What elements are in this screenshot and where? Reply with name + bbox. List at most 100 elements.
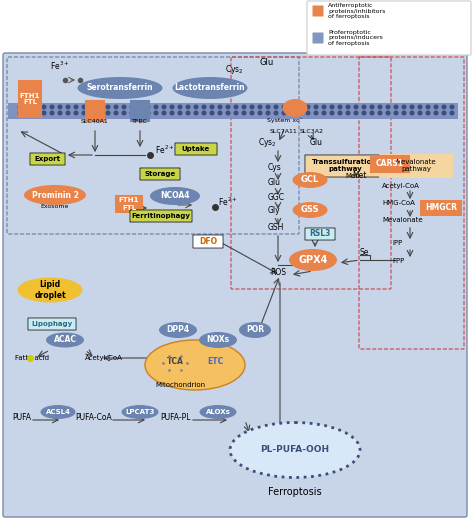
FancyBboxPatch shape [18,80,42,118]
Ellipse shape [82,105,86,109]
Ellipse shape [177,105,182,109]
Ellipse shape [18,105,22,109]
Ellipse shape [265,105,271,109]
Text: NCOA4: NCOA4 [160,191,190,200]
Text: Uptake: Uptake [182,146,210,152]
Ellipse shape [73,110,79,116]
Text: Ferritinophagy: Ferritinophagy [131,213,191,219]
Ellipse shape [146,110,151,116]
Ellipse shape [441,105,447,109]
Ellipse shape [449,110,455,116]
Ellipse shape [199,332,237,348]
Ellipse shape [121,110,127,116]
Text: GSS: GSS [301,206,319,215]
Ellipse shape [18,110,22,116]
Text: ACSL4: ACSL4 [46,409,71,415]
Ellipse shape [321,110,327,116]
Ellipse shape [49,105,55,109]
Ellipse shape [106,105,110,109]
Ellipse shape [265,110,271,116]
FancyBboxPatch shape [140,168,180,180]
Ellipse shape [449,105,455,109]
Ellipse shape [234,110,238,116]
Text: GSH: GSH [268,223,284,232]
FancyBboxPatch shape [175,143,217,155]
Ellipse shape [154,110,158,116]
Ellipse shape [370,110,374,116]
Ellipse shape [82,110,86,116]
Text: SLC40A1: SLC40A1 [81,119,109,124]
Ellipse shape [393,110,399,116]
FancyBboxPatch shape [28,318,76,330]
Text: Mitochondrion: Mitochondrion [155,382,205,388]
Ellipse shape [298,105,302,109]
FancyBboxPatch shape [379,154,453,178]
Ellipse shape [121,105,127,109]
Ellipse shape [377,105,383,109]
Ellipse shape [434,110,438,116]
Ellipse shape [329,105,335,109]
Ellipse shape [173,77,247,99]
Text: SLC7A11: SLC7A11 [270,129,298,134]
Text: ROS: ROS [270,268,286,277]
Ellipse shape [249,110,255,116]
Text: FTH1
FTL: FTH1 FTL [20,93,40,106]
Text: ETC: ETC [207,358,223,367]
Ellipse shape [201,110,207,116]
Text: DFO: DFO [199,237,217,246]
Ellipse shape [193,110,199,116]
Ellipse shape [298,110,302,116]
Text: Fe$^{2+}$: Fe$^{2+}$ [218,196,237,208]
Text: Transsulfuration
pathway: Transsulfuration pathway [312,159,378,173]
Ellipse shape [410,105,414,109]
Ellipse shape [289,249,337,271]
Text: TFRC: TFRC [132,119,148,124]
Text: Storage: Storage [145,171,176,177]
Ellipse shape [210,105,215,109]
Ellipse shape [185,110,191,116]
Text: Fatty acid: Fatty acid [15,355,49,361]
Text: Fe$^{2+}$: Fe$^{2+}$ [155,144,174,156]
Text: Serotransferrin: Serotransferrin [87,84,153,93]
Ellipse shape [257,105,263,109]
Text: Met: Met [352,171,366,180]
Ellipse shape [441,110,447,116]
Ellipse shape [418,110,422,116]
FancyBboxPatch shape [130,210,192,222]
Ellipse shape [73,105,79,109]
Ellipse shape [290,110,294,116]
Ellipse shape [40,405,75,419]
Ellipse shape [321,105,327,109]
Text: GGC: GGC [268,193,285,202]
Text: Exosome: Exosome [41,204,69,209]
Text: CARS1: CARS1 [376,159,404,168]
Ellipse shape [170,110,174,116]
Ellipse shape [162,105,166,109]
Text: PUFA: PUFA [12,413,31,422]
Text: System xc⁻: System xc⁻ [267,118,303,123]
Ellipse shape [46,332,84,348]
Ellipse shape [282,105,286,109]
Text: Glu: Glu [268,178,281,187]
Text: Lipid
droplet: Lipid droplet [34,280,66,300]
Text: Mevalonate: Mevalonate [382,217,423,223]
Text: FPP: FPP [392,258,404,264]
Text: Ferroptosis: Ferroptosis [268,487,322,497]
Text: HMG-CoA: HMG-CoA [382,200,415,206]
Ellipse shape [18,278,82,302]
Ellipse shape [426,110,430,116]
FancyBboxPatch shape [370,155,410,173]
Text: LPCAT3: LPCAT3 [125,409,155,415]
Ellipse shape [226,105,230,109]
FancyBboxPatch shape [312,5,323,16]
Ellipse shape [273,105,279,109]
Ellipse shape [185,105,191,109]
Ellipse shape [257,110,263,116]
Ellipse shape [34,105,38,109]
Ellipse shape [226,110,230,116]
Ellipse shape [90,110,94,116]
FancyBboxPatch shape [420,200,462,216]
Ellipse shape [249,105,255,109]
Ellipse shape [362,110,366,116]
Text: DPP4: DPP4 [166,326,190,335]
